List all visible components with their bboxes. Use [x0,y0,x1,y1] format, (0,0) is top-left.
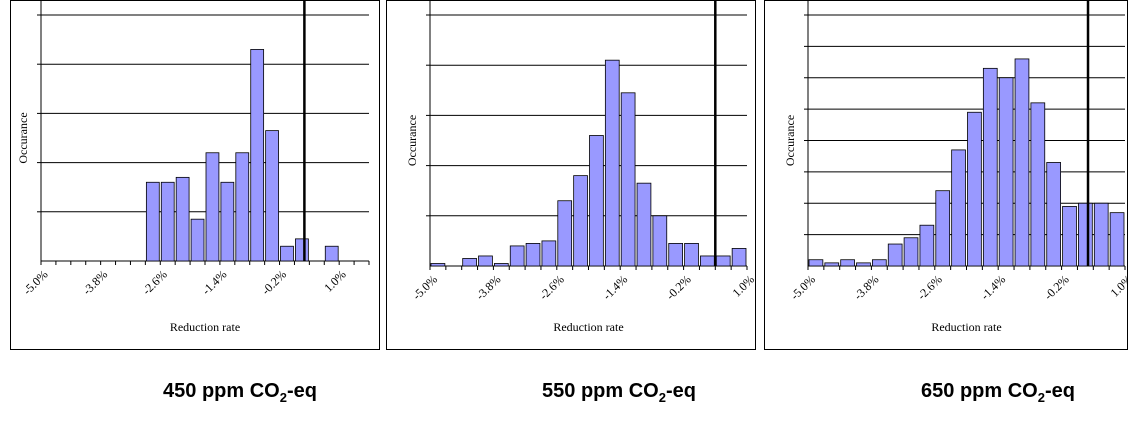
bar [1014,58,1030,267]
bar [175,176,190,262]
bar [160,181,175,262]
bar [205,152,220,262]
histogram-550: -5.0%-3.8%-2.6%-1.4%-0.2%1.0%2.2%Reducti… [405,1,755,334]
chart-panel-450: -5.0%-3.8%-2.6%-1.4%-0.2%1.0%2.2%Reducti… [10,0,380,350]
x-tick-label: -2.6% [139,267,169,297]
bar [604,59,620,267]
x-tick-label: -2.6% [914,272,944,302]
bar [715,255,731,267]
chart-panel-550: -5.0%-3.8%-2.6%-1.4%-0.2%1.0%2.2%Reducti… [386,0,756,350]
chart-panel-650: -5.0%-3.8%-2.6%-1.4%-0.2%1.0%2.2%Reducti… [764,0,1128,350]
bar [856,262,871,267]
bar [1062,205,1077,267]
caption-550: 550 ppm CO2-eq [542,380,696,405]
bar [295,238,309,262]
bar [557,200,573,267]
histogram-650: -5.0%-3.8%-2.6%-1.4%-0.2%1.0%2.2%Reducti… [783,1,1127,334]
x-tick-label: -3.8% [473,272,503,302]
bar [541,240,557,267]
bar [700,255,715,267]
bar [1046,162,1062,267]
histogram-450: -5.0%-3.8%-2.6%-1.4%-0.2%1.0%2.2%Reducti… [16,1,370,334]
x-tick-label: 1.0% [321,267,349,295]
x-tick-label: -3.8% [851,272,881,302]
bar [280,245,294,262]
bar [250,49,265,262]
x-tick-label: -5.0% [20,267,50,297]
x-tick-label: -1.4% [600,272,630,302]
bar [620,92,636,267]
x-axis-label: Reduction rate [553,320,623,334]
caption-450: 450 ppm CO2-eq [163,380,317,405]
y-axis-label: Occurance [16,112,30,163]
x-tick-label: -1.4% [978,272,1008,302]
bar [265,130,279,262]
bar [840,259,855,267]
bar [652,215,668,267]
bar [951,149,966,267]
caption-650: 650 ppm CO2-eq [921,380,1075,405]
x-tick-label: -0.2% [1041,272,1071,302]
bar [145,181,160,262]
bar [684,243,699,267]
bar [919,224,935,267]
bar [525,243,541,267]
x-tick-label: 1.0% [1107,272,1127,300]
bar [731,248,747,267]
bar [573,175,588,267]
bar [462,258,477,267]
bar [982,67,998,267]
bar [430,263,446,267]
bar [235,152,250,262]
bar [872,259,887,267]
x-tick-label: -5.0% [788,272,818,302]
bar [1030,102,1046,267]
bar [998,77,1014,267]
x-axis-label: Reduction rate [170,320,240,334]
bar [1093,202,1109,267]
bar [190,218,205,262]
bar [887,243,903,267]
bar [509,245,525,267]
bar [824,262,840,267]
bar [324,245,339,262]
bar [636,182,652,267]
x-tick-label: -1.4% [199,267,229,297]
y-axis-label: Occurance [783,115,797,166]
bar [220,181,235,262]
x-tick-label: -2.6% [536,272,566,302]
x-tick-label: -0.2% [663,272,693,302]
bar [1109,212,1125,267]
x-tick-label: 1.0% [729,272,755,300]
bar [478,255,493,267]
bar [1078,202,1093,267]
bar [935,190,951,267]
bar [903,237,919,267]
x-tick-label: -5.0% [410,272,440,302]
bar [808,259,824,267]
y-axis-label: Occurance [405,115,419,166]
x-tick-label: -0.2% [259,267,289,297]
bar [494,263,509,267]
x-tick-label: -3.8% [80,267,110,297]
bar [589,135,604,267]
bar [967,111,982,267]
x-axis-label: Reduction rate [931,320,1001,334]
bar [668,243,684,267]
